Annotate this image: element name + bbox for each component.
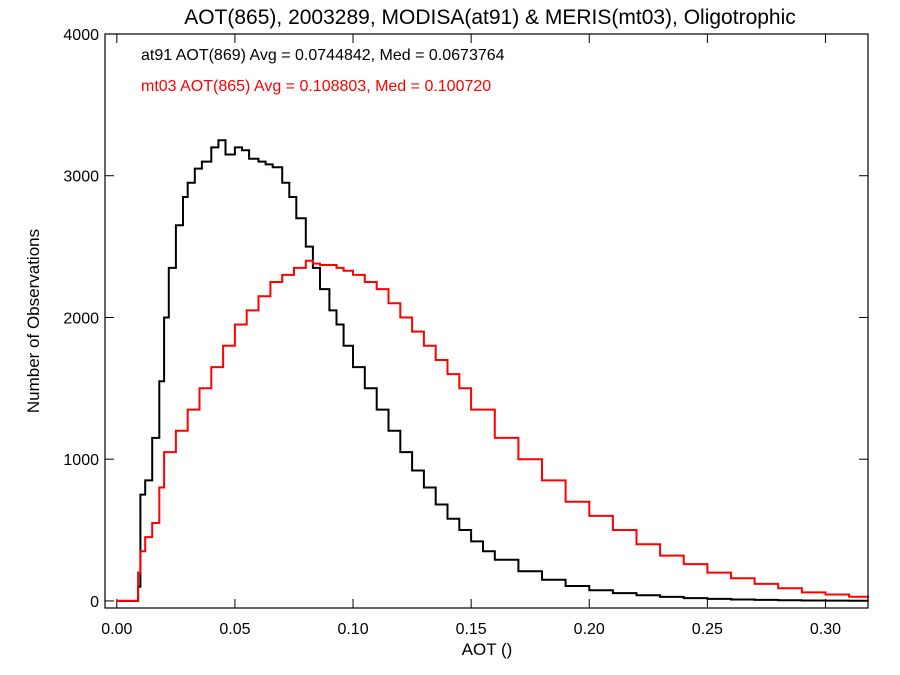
y-tick-label: 3000 <box>63 169 99 186</box>
x-tick-label: 0.10 <box>337 621 368 638</box>
x-tick-label: 0.00 <box>101 621 132 638</box>
axis-ticks: 0.00 0.05 0.10 0.15 0.20 0.25 0.30 0 1000 2000 300… <box>63 27 868 638</box>
series-line-1 <box>116 259 869 602</box>
chart-title: AOT(865), 2003289, MODISA(at91) & MERIS(… <box>184 6 796 29</box>
x-tick-label: 0.25 <box>692 621 723 638</box>
y-tick-label: 2000 <box>63 310 99 327</box>
x-tick-label: 0.20 <box>574 621 605 638</box>
y-tick-label: 0 <box>90 594 99 611</box>
x-axis-label: AOT () <box>462 640 513 659</box>
y-tick-label: 4000 <box>63 27 99 44</box>
x-tick-label: 0.30 <box>810 621 841 638</box>
x-tick-label: 0.15 <box>456 621 487 638</box>
x-tick-label: 0.05 <box>219 621 250 638</box>
y-tick-label: 1000 <box>63 452 99 469</box>
annotation-mt03-stats: mt03 AOT(865) Avg = 0.108803, Med = 0.10… <box>141 78 491 95</box>
series-line-0 <box>116 139 869 602</box>
data-series <box>116 139 869 602</box>
plot-frame <box>104 33 869 609</box>
y-axis-label: Number of Observations <box>24 229 43 413</box>
annotation-at91-stats: at91 AOT(869) Avg = 0.0744842, Med = 0.0… <box>141 47 505 64</box>
